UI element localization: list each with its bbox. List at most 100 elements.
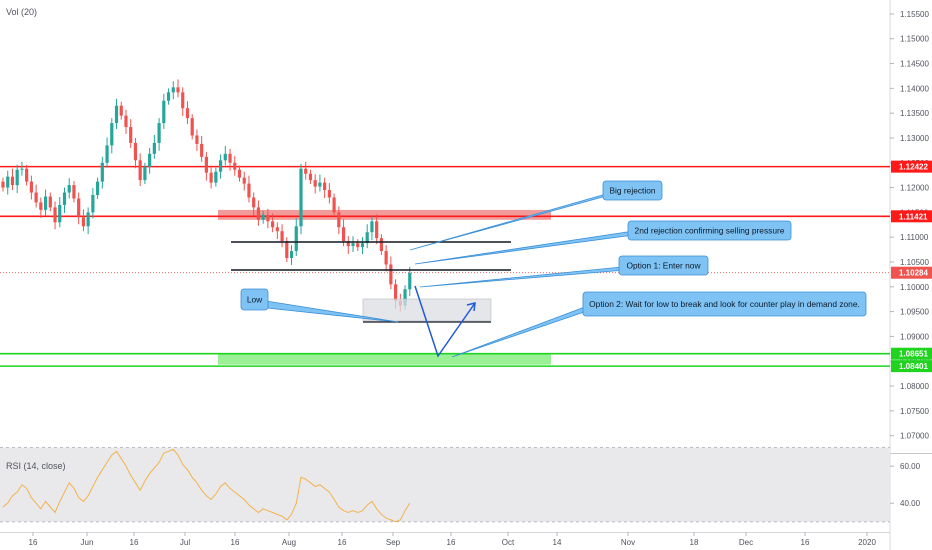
candle-body bbox=[67, 185, 71, 193]
candle-body bbox=[233, 162, 237, 170]
candle-body bbox=[384, 251, 388, 265]
candle-body bbox=[360, 243, 365, 248]
candle-body bbox=[375, 221, 379, 239]
candle-body bbox=[195, 135, 199, 144]
price-tags: 1.12422 1.11421 1.10284 1.08651 1.08401 bbox=[891, 160, 932, 373]
candle-body bbox=[289, 251, 294, 259]
callout-box bbox=[618, 255, 709, 276]
candle-body bbox=[29, 181, 33, 193]
time-axis[interactable]: 16 Jun 16 Jul 16 Aug 16 Sep 16 Oct 14 Nov 18 Dec 16 202… bbox=[29, 532, 877, 547]
callout-text: Low bbox=[247, 295, 263, 305]
callout-second-rejection: 2nd rejection confirming selling pressur… bbox=[414, 220, 792, 265]
candle-body bbox=[114, 105, 119, 124]
candle-body bbox=[129, 127, 133, 143]
candle-body bbox=[143, 166, 147, 181]
candle-body bbox=[176, 87, 180, 93]
path-arrow-head bbox=[466, 302, 476, 312]
rsi-indicator-label[interactable]: RSI (14, close) bbox=[6, 461, 66, 471]
time-tick-label: 16 bbox=[801, 538, 810, 547]
price-tick-label: 1.09500 bbox=[900, 308, 929, 317]
candle-body bbox=[190, 118, 194, 136]
candle-body bbox=[218, 160, 223, 172]
candle-body bbox=[6, 176, 10, 188]
callout-box bbox=[627, 220, 792, 241]
candle-body bbox=[223, 153, 227, 161]
candle-body bbox=[389, 264, 393, 285]
time-tick-label: Dec bbox=[739, 538, 753, 547]
price-tag-label: 1.08401 bbox=[899, 362, 928, 371]
candle-body bbox=[271, 221, 275, 228]
candle-body bbox=[299, 168, 303, 227]
candle-body bbox=[86, 212, 90, 227]
candle-body bbox=[228, 153, 232, 163]
candle-body bbox=[200, 143, 204, 157]
candle-body bbox=[266, 214, 270, 222]
time-tick-label: 16 bbox=[447, 538, 456, 547]
candle-body bbox=[105, 145, 109, 163]
candle-body bbox=[185, 108, 190, 119]
callout-option-2: Option 2: Wait for low to break and look… bbox=[451, 291, 867, 358]
price-tick-label: 1.14500 bbox=[900, 60, 929, 69]
callout-big-rejection: Big rejection bbox=[409, 180, 663, 251]
candle-body bbox=[157, 123, 161, 143]
candle-body bbox=[313, 180, 317, 187]
time-tick-label: Jun bbox=[81, 538, 94, 547]
time-tick-label: Oct bbox=[502, 538, 515, 547]
candle-body bbox=[72, 185, 76, 199]
candle-body bbox=[332, 197, 336, 213]
candle-body bbox=[166, 92, 171, 101]
callout-option-1: Option 1: Enter now bbox=[419, 255, 709, 288]
time-tick-label: 16 bbox=[29, 538, 38, 547]
drawing-layer bbox=[231, 241, 511, 498]
candlestick-series bbox=[1, 79, 412, 312]
time-tick-label: Nov bbox=[621, 538, 635, 547]
time-tick-label: 18 bbox=[690, 538, 699, 547]
supply-zone bbox=[218, 209, 551, 220]
candle-body bbox=[275, 227, 279, 232]
callout-text: Big rejection bbox=[609, 186, 655, 196]
candle-body bbox=[256, 207, 261, 220]
candle-body bbox=[53, 207, 57, 223]
time-tick-label: 16 bbox=[338, 538, 347, 547]
candle-body bbox=[285, 241, 289, 259]
callout-box bbox=[240, 288, 269, 311]
time-tick-label: 2020 bbox=[858, 538, 876, 547]
candle-body bbox=[138, 160, 142, 181]
demand-zone bbox=[218, 353, 551, 365]
candle-body bbox=[171, 87, 175, 93]
candle-body bbox=[341, 227, 346, 242]
price-tick-label: 1.15500 bbox=[900, 10, 929, 19]
candle-body bbox=[323, 182, 327, 191]
volume-indicator-label[interactable]: Vol (20) bbox=[6, 7, 37, 17]
price-tick-label: 1.13500 bbox=[900, 109, 929, 118]
candle-body bbox=[39, 202, 43, 210]
candle-body bbox=[247, 183, 251, 198]
price-tag-bg bbox=[891, 347, 932, 360]
candle-body bbox=[365, 232, 369, 244]
candle-body bbox=[261, 214, 265, 220]
candle-body bbox=[181, 92, 185, 109]
candle-body bbox=[209, 172, 213, 183]
candle-body bbox=[25, 168, 29, 182]
price-tag-bg bbox=[891, 266, 932, 279]
candle-body bbox=[237, 169, 242, 178]
candle-body bbox=[133, 142, 138, 161]
candle-body bbox=[20, 168, 24, 170]
callout-text: Option 1: Enter now bbox=[626, 261, 701, 271]
price-tag-label: 1.11421 bbox=[899, 212, 928, 221]
candle-body bbox=[308, 173, 313, 181]
price-tick-label: 1.13000 bbox=[900, 134, 929, 143]
price-tick-label: 1.09000 bbox=[900, 332, 929, 341]
candle-body bbox=[304, 168, 308, 174]
price-tick-label: 1.07000 bbox=[900, 432, 929, 441]
candle-body bbox=[327, 190, 331, 198]
price-tick-label: 1.08000 bbox=[900, 382, 929, 391]
rsi-axis: 60.00 40.00 bbox=[890, 462, 921, 508]
price-tick-label: 1.11000 bbox=[900, 233, 929, 242]
candle-body bbox=[242, 177, 246, 184]
time-tick-label: 14 bbox=[553, 538, 562, 547]
horizontal-levels bbox=[0, 165, 890, 367]
price-tick-label: 1.10000 bbox=[900, 283, 929, 292]
price-tick-label: 1.14000 bbox=[900, 84, 929, 93]
